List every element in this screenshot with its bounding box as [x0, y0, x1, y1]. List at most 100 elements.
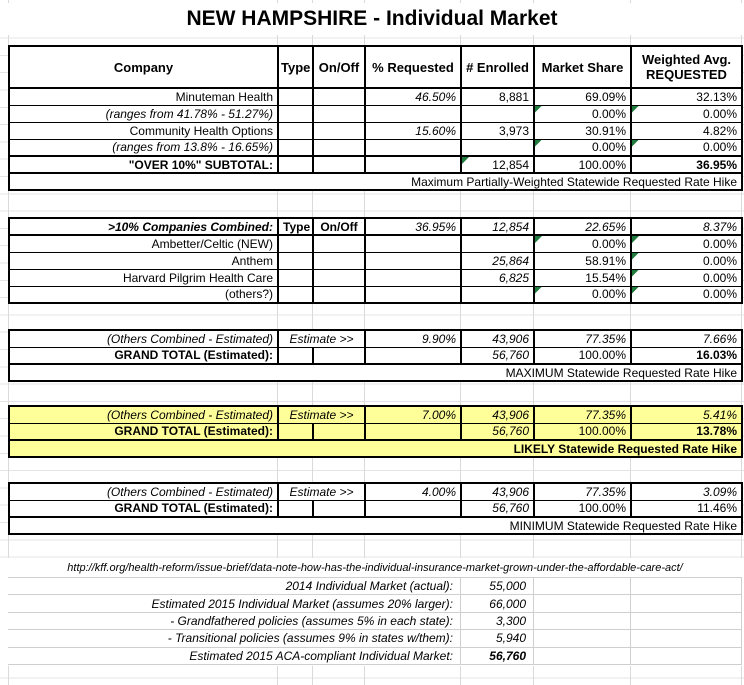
cell-share[interactable]: 100.00%	[533, 346, 631, 364]
cell-enrolled[interactable]: 6,825	[460, 268, 534, 286]
cell-enrolled[interactable]: 56,760	[460, 346, 534, 364]
cell-type[interactable]	[277, 121, 313, 139]
column-header-onoff[interactable]: On/Off	[312, 45, 365, 89]
footer-value-2015-market[interactable]: 66,000	[489, 596, 526, 611]
cell-type[interactable]: Type	[277, 217, 313, 235]
cell-requested[interactable]	[364, 499, 461, 517]
cell-share[interactable]: 77.35%	[533, 329, 631, 347]
cell-weighted[interactable]: 16.03%	[630, 346, 742, 364]
cell-company[interactable]: (Others Combined - Estimated)	[9, 482, 278, 500]
cell-requested[interactable]	[364, 268, 461, 286]
cell-requested[interactable]	[364, 104, 461, 122]
cell-onoff[interactable]	[312, 251, 365, 269]
cell-requested[interactable]: 4.00%	[364, 482, 461, 500]
cell-company[interactable]: Ambetter/Celtic (NEW)	[9, 234, 278, 252]
cell-onoff[interactable]	[312, 346, 365, 364]
cell-requested[interactable]	[364, 285, 461, 303]
cell-company[interactable]: Anthem	[9, 251, 278, 269]
footer-value-aca-compliant[interactable]: 56,760	[489, 648, 526, 663]
cell-onoff[interactable]	[312, 104, 365, 122]
cell-type[interactable]	[277, 138, 313, 156]
cell-onoff[interactable]	[312, 155, 365, 173]
cell-onoff[interactable]	[312, 285, 365, 303]
cell-share[interactable]: 0.00%	[533, 285, 631, 303]
cell-share[interactable]: 100.00%	[533, 422, 631, 440]
cell-company[interactable]: (ranges from 41.78% - 51.27%)	[9, 104, 278, 122]
cell-share[interactable]: 77.35%	[533, 405, 631, 423]
cell-share[interactable]: 58.91%	[533, 251, 631, 269]
cell-share[interactable]: 30.91%	[533, 121, 631, 139]
column-header-type[interactable]: Type	[277, 45, 313, 89]
cell-requested[interactable]	[364, 234, 461, 252]
cell-enrolled[interactable]	[460, 138, 534, 156]
cell-type[interactable]	[277, 155, 313, 173]
cell-company[interactable]: Community Health Options	[9, 121, 278, 139]
footer-label-aca-compliant[interactable]: Estimated 2015 ACA-compliant Individual …	[189, 648, 453, 663]
cell-weighted[interactable]: 4.82%	[630, 121, 742, 139]
cell-requested[interactable]	[364, 138, 461, 156]
cell-weighted[interactable]: 0.00%	[630, 234, 742, 252]
cell-estimate[interactable]: Estimate >>	[277, 405, 365, 423]
cell-onoff[interactable]	[312, 121, 365, 139]
cell-type[interactable]	[277, 346, 313, 364]
cell-requested[interactable]: 7.00%	[364, 405, 461, 423]
cell-share[interactable]: 22.65%	[533, 217, 631, 235]
cell-onoff[interactable]	[312, 234, 365, 252]
cell-enrolled[interactable]: 56,760	[460, 499, 534, 517]
column-header-requested[interactable]: % Requested	[364, 45, 461, 89]
cell-type[interactable]	[277, 87, 313, 105]
source-url[interactable]: http://kff.org/health-reform/issue-brief…	[8, 558, 742, 578]
cell-estimate[interactable]: Estimate >>	[277, 329, 365, 347]
cell-requested[interactable]	[364, 346, 461, 364]
cell-company[interactable]: (Others Combined - Estimated)	[9, 329, 278, 347]
cell-weighted[interactable]: 0.00%	[630, 138, 742, 156]
cell-enrolled[interactable]: 43,906	[460, 329, 534, 347]
cell-enrolled[interactable]: 12,854	[460, 217, 534, 235]
cell-weighted[interactable]: 8.37%	[630, 217, 742, 235]
cell-requested[interactable]: 15.60%	[364, 121, 461, 139]
cell-company[interactable]: GRAND TOTAL (Estimated):	[9, 422, 278, 440]
cell-company[interactable]: >10% Companies Combined:	[9, 217, 278, 235]
cell-enrolled[interactable]: 43,906	[460, 482, 534, 500]
cell-weighted[interactable]: 0.00%	[630, 285, 742, 303]
cell-enrolled[interactable]	[460, 285, 534, 303]
cell-share[interactable]: 0.00%	[533, 234, 631, 252]
cell-type[interactable]	[277, 285, 313, 303]
cell-enrolled[interactable]	[460, 104, 534, 122]
cell-onoff[interactable]: On/Off	[312, 217, 365, 235]
cell-onoff[interactable]	[312, 422, 365, 440]
footer-label-2015-market[interactable]: Estimated 2015 Individual Market (assume…	[151, 596, 453, 611]
cell-weighted[interactable]: 36.95%	[630, 155, 742, 173]
cell-requested[interactable]: 46.50%	[364, 87, 461, 105]
column-header-enrolled[interactable]: # Enrolled	[460, 45, 534, 89]
cell-requested[interactable]	[364, 251, 461, 269]
cell-weighted[interactable]: 13.78%	[630, 422, 742, 440]
cell-share[interactable]: 15.54%	[533, 268, 631, 286]
cell-estimate[interactable]: Estimate >>	[277, 482, 365, 500]
cell-onoff[interactable]	[312, 268, 365, 286]
column-header-company[interactable]: Company	[9, 45, 278, 89]
cell-type[interactable]	[277, 268, 313, 286]
cell-weighted[interactable]: 11.46%	[630, 499, 742, 517]
cell-enrolled[interactable]: 43,906	[460, 405, 534, 423]
cell-enrolled[interactable]	[460, 234, 534, 252]
cell-share[interactable]: 0.00%	[533, 104, 631, 122]
cell-type[interactable]	[277, 251, 313, 269]
cell-weighted[interactable]: 0.00%	[630, 251, 742, 269]
footer-label-2014-market[interactable]: 2014 Individual Market (actual):	[285, 579, 453, 594]
cell-company[interactable]: (others?)	[9, 285, 278, 303]
cell-enrolled[interactable]: 12,854	[460, 155, 534, 173]
cell-share[interactable]: 100.00%	[533, 499, 631, 517]
cell-share[interactable]: 0.00%	[533, 138, 631, 156]
column-header-weighted[interactable]: Weighted Avg. REQUESTED	[630, 45, 742, 89]
cell-enrolled[interactable]: 3,973	[460, 121, 534, 139]
footer-value-2014-market[interactable]: 55,000	[489, 579, 526, 594]
cell-requested[interactable]	[364, 422, 461, 440]
column-header-share[interactable]: Market Share	[533, 45, 631, 89]
cell-weighted[interactable]: 0.00%	[630, 268, 742, 286]
cell-type[interactable]	[277, 499, 313, 517]
cell-enrolled[interactable]: 25,864	[460, 251, 534, 269]
cell-company[interactable]: GRAND TOTAL (Estimated):	[9, 346, 278, 364]
cell-weighted[interactable]: 32.13%	[630, 87, 742, 105]
cell-requested[interactable]	[364, 155, 461, 173]
